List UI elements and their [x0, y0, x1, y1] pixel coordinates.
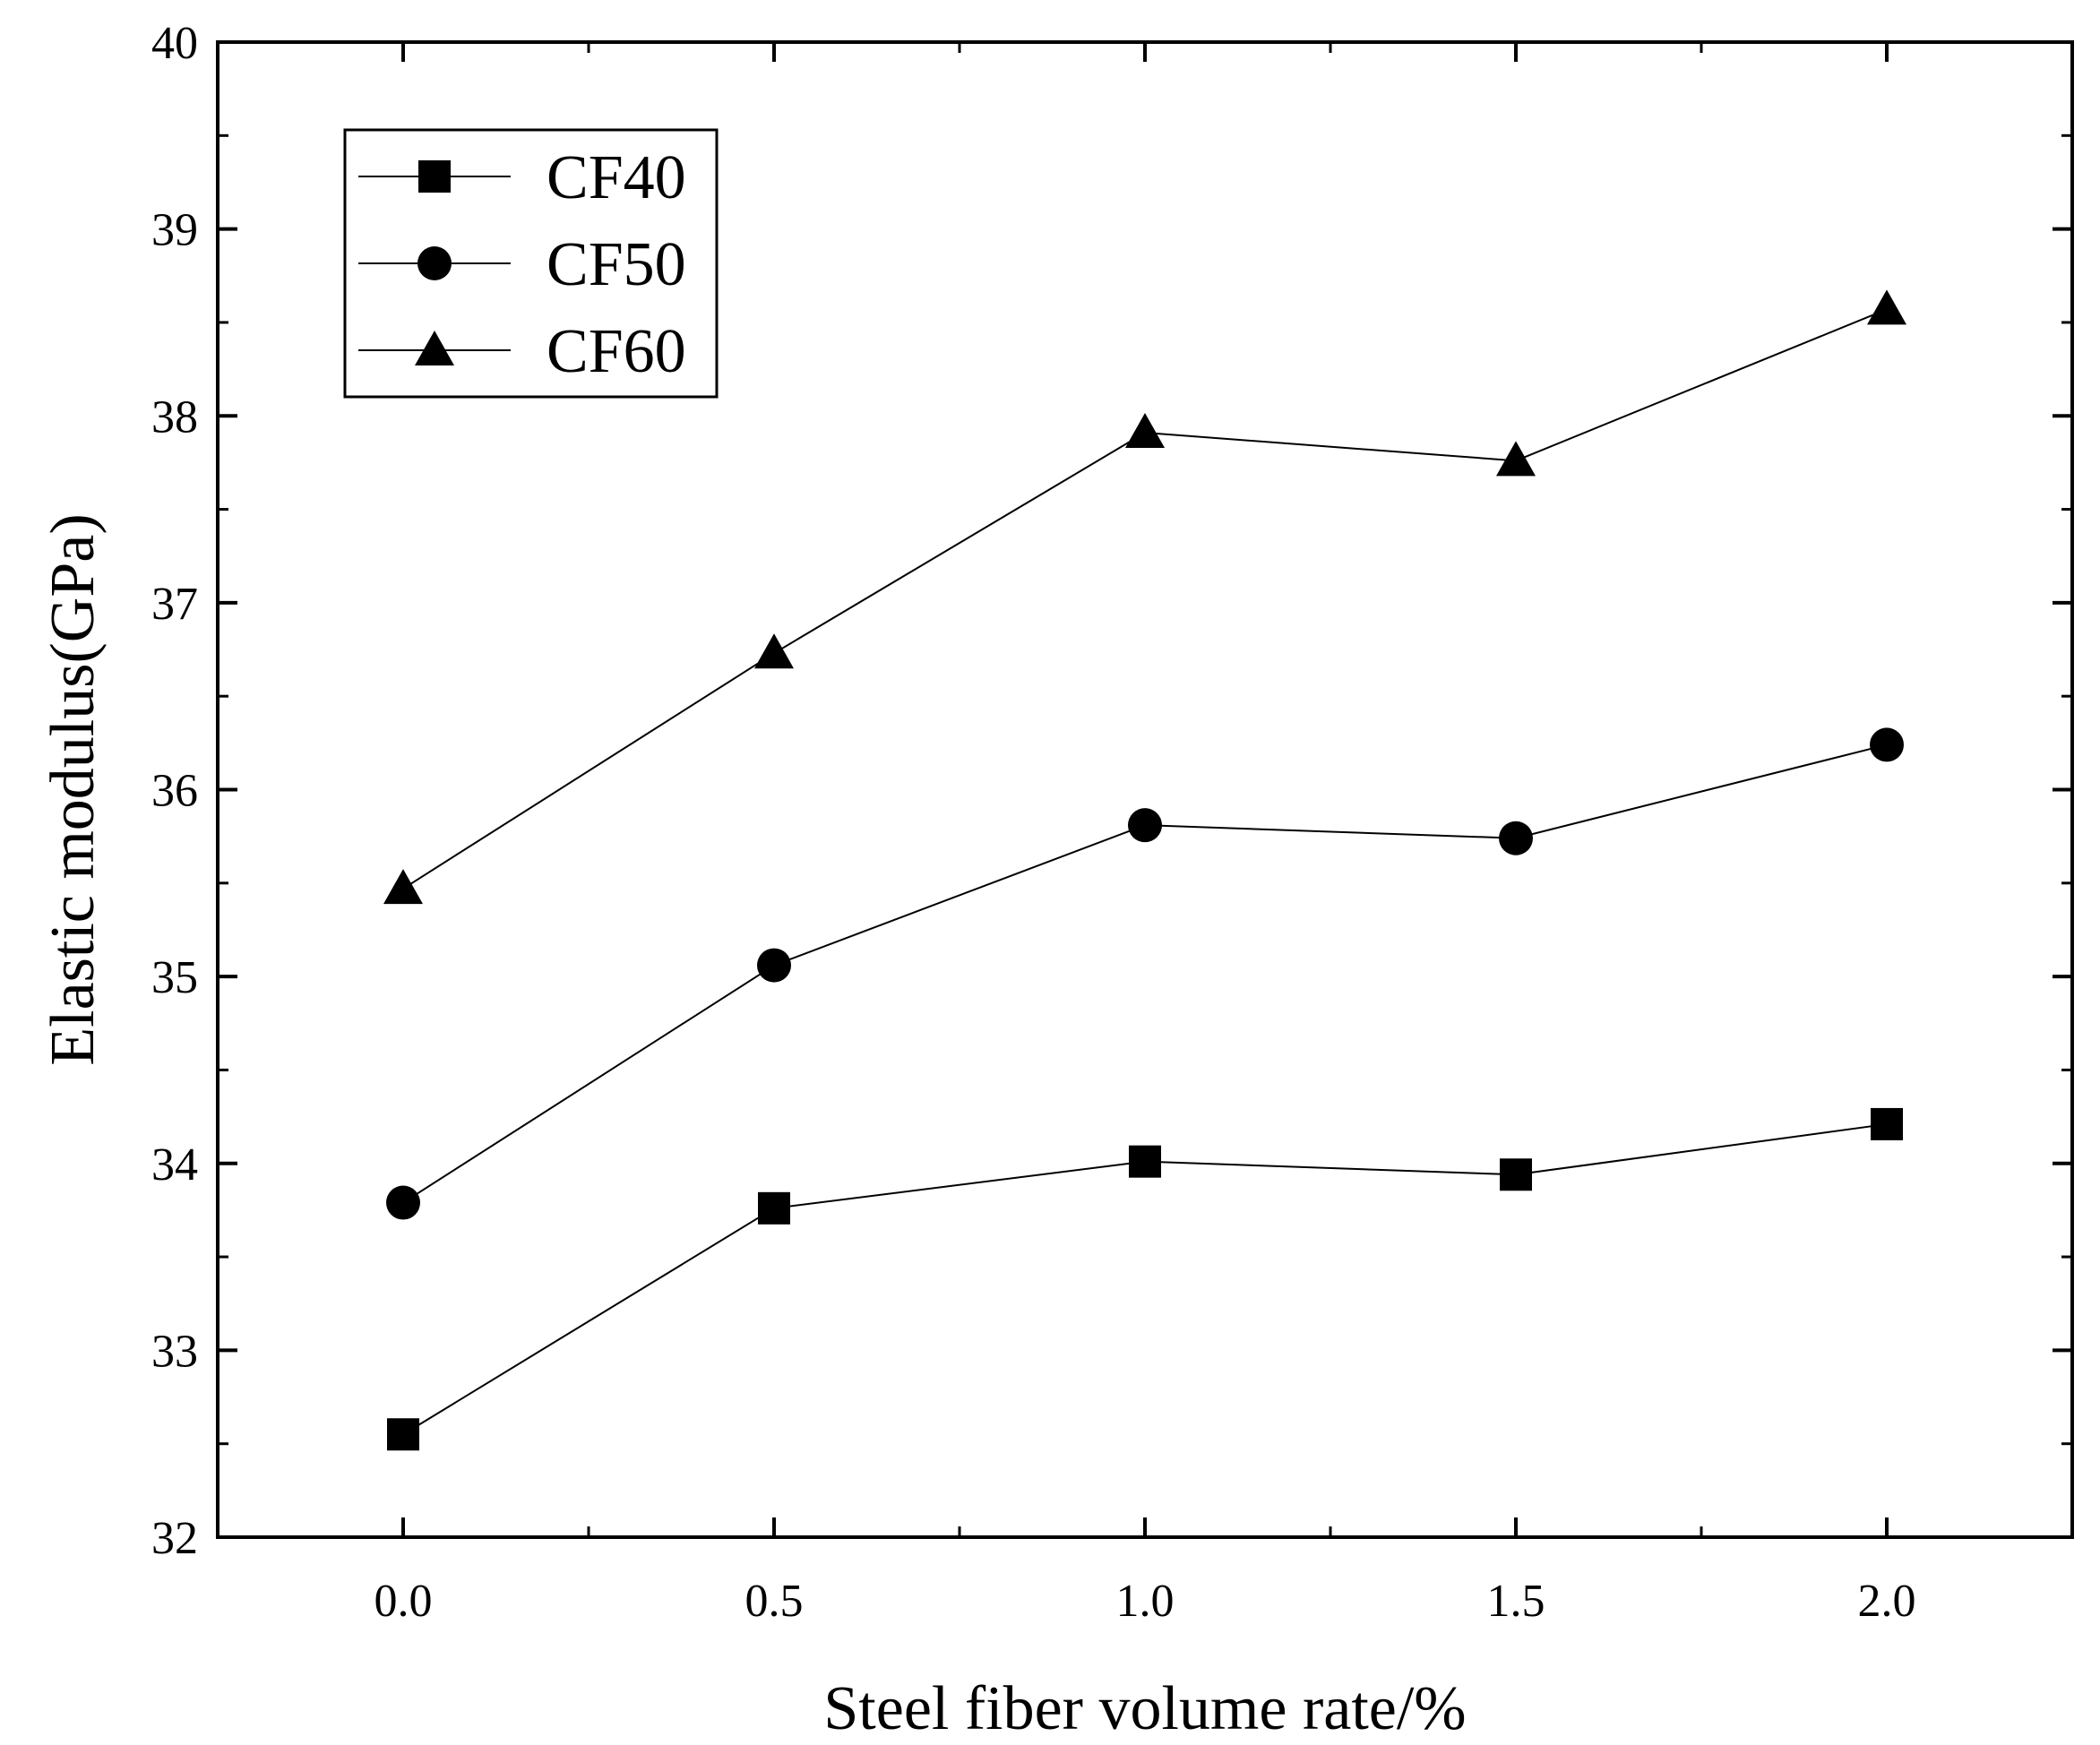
x-tick-label: 1.0: [1116, 1576, 1175, 1627]
series-cf40: [387, 1107, 1903, 1451]
y-tick-label: 37: [151, 579, 198, 630]
x-tick-label: 2.0: [1858, 1576, 1916, 1627]
x-axis: 0.0 0.5 1.0 1.5 2.0: [374, 42, 1916, 1627]
data-point-cf40: [758, 1191, 790, 1225]
legend-label: CF40: [547, 143, 686, 212]
legend-marker-square: [418, 160, 451, 193]
y-tick-label: 39: [151, 205, 198, 256]
y-tick-label: 35: [151, 952, 198, 1003]
y-tick-label: 36: [151, 766, 198, 817]
legend-item-cf40: CF40: [358, 143, 686, 212]
y-tick-label: 32: [151, 1513, 198, 1564]
y-tick-label: 34: [151, 1139, 198, 1191]
legend-label: CF60: [547, 317, 686, 386]
legend-marker-circle: [417, 246, 452, 280]
data-point-cf40: [1871, 1107, 1903, 1140]
data-point-cf50: [1870, 727, 1904, 762]
series-layer: [383, 289, 1906, 1451]
data-point-cf60: [1867, 289, 1906, 325]
x-tick-label: 1.5: [1487, 1576, 1545, 1627]
x-tick-label: 0.5: [745, 1576, 804, 1627]
data-point-cf60: [1496, 441, 1536, 477]
data-point-cf60: [383, 869, 423, 905]
legend-marker-triangle: [415, 331, 454, 365]
legend: CF40 CF50 CF60: [343, 128, 719, 399]
legend-item-cf50: CF50: [358, 230, 686, 299]
y-tick-label: 38: [151, 391, 198, 443]
data-point-cf40: [387, 1418, 419, 1451]
data-point-cf50: [386, 1185, 420, 1220]
data-point-cf50: [1499, 821, 1533, 855]
data-point-cf40: [1500, 1158, 1532, 1191]
data-point-cf50: [757, 948, 791, 983]
data-point-cf60: [1125, 413, 1165, 449]
x-tick-label: 0.0: [374, 1576, 433, 1627]
series-cf50: [386, 727, 1904, 1220]
x-axis-title: Steel fiber volume rate/%: [823, 1674, 1466, 1743]
data-point-cf40: [1129, 1145, 1161, 1178]
y-axis: 32 33 34 35 36 37 38 39 40: [151, 18, 2072, 1564]
legend-item-cf60: CF60: [358, 317, 686, 386]
legend-label: CF50: [547, 230, 686, 299]
y-axis-title: Elastic modulus(GPa): [39, 513, 108, 1065]
data-point-cf50: [1128, 808, 1162, 843]
series-cf60: [383, 289, 1906, 905]
data-point-cf60: [754, 633, 794, 669]
y-tick-label: 33: [151, 1326, 198, 1377]
y-tick-label: 40: [151, 18, 198, 69]
